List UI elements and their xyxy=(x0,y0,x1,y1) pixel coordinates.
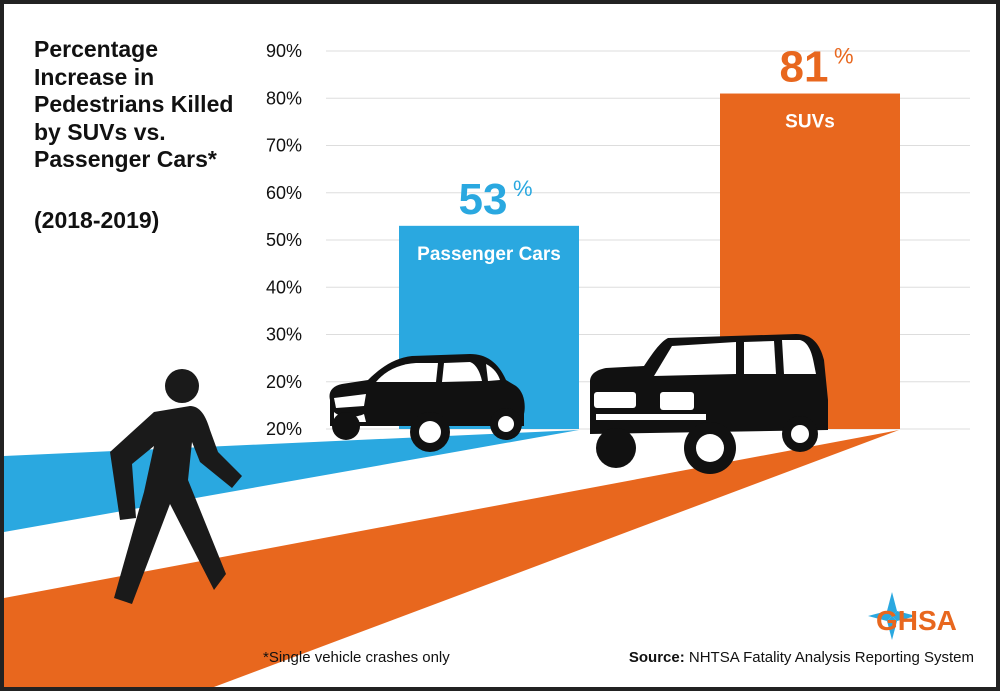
category-label: Passenger Cars xyxy=(417,244,561,265)
y-tick-label: 70% xyxy=(266,136,302,156)
pedestrian-icon xyxy=(110,369,242,604)
data-label-percent: % xyxy=(513,176,533,201)
compass-star-icon xyxy=(868,592,916,640)
y-tick-label: 30% xyxy=(266,325,302,345)
footnote: *Single vehicle crashes only xyxy=(263,649,450,666)
chart-title: Percentage Increase in Pedestrians Kille… xyxy=(34,36,234,172)
data-label: 81 xyxy=(780,43,829,92)
source-line: Source: NHTSA Fatality Analysis Reportin… xyxy=(629,649,974,666)
source-text: NHTSA Fatality Analysis Reporting System xyxy=(688,649,974,666)
vehicles xyxy=(329,334,828,474)
data-label: 53 xyxy=(459,175,508,224)
category-label: SUVs xyxy=(785,112,835,133)
data-label-percent: % xyxy=(834,44,854,69)
y-tick-label: 50% xyxy=(266,230,302,250)
y-tick-label: 90% xyxy=(266,41,302,61)
source-label: Source: xyxy=(628,649,685,666)
suvs-road xyxy=(4,430,899,687)
y-tick-label: 60% xyxy=(266,183,302,203)
y-tick-label: 80% xyxy=(266,88,302,108)
infographic-frame: Percentage Increase in Pedestrians Kille… xyxy=(4,4,996,687)
y-tick-label: 20% xyxy=(266,419,302,439)
suv-icon xyxy=(590,334,828,474)
ghsa-logo: GHSA xyxy=(868,592,957,640)
logo-text: GHSA xyxy=(876,605,957,636)
y-tick-label: 40% xyxy=(266,277,302,297)
y-axis-ticks: 90% 80% 70% 60% 50% 40% 30% 20% 20% xyxy=(266,41,302,439)
bar-chart: 90% 80% 70% 60% 50% 40% 30% 20% 20% 53 % Passenger… xyxy=(4,41,970,687)
y-tick-label: 20% xyxy=(266,372,302,392)
chart-subtitle: (2018-2019) xyxy=(34,207,160,233)
passenger-car-icon xyxy=(329,354,525,452)
